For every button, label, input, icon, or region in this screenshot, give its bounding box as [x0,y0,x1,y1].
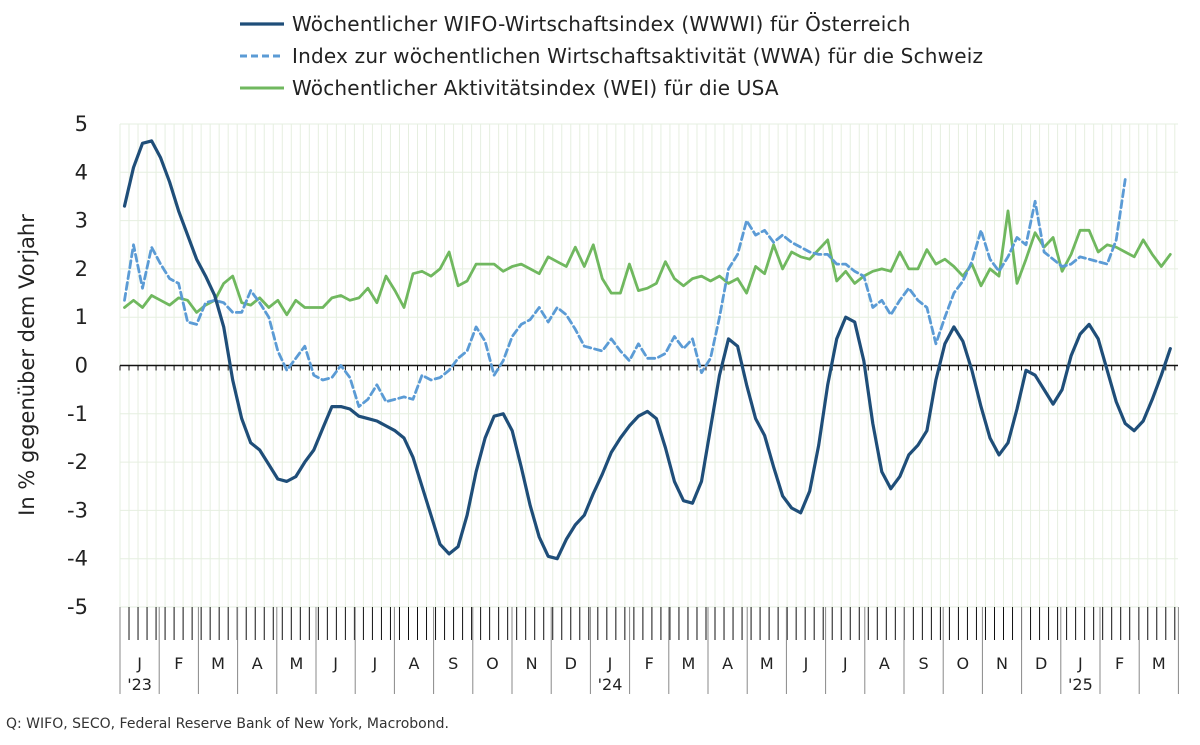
x-month-label: O [486,654,499,673]
x-month-label: A [722,654,733,673]
y-tick-label: 4 [75,160,88,184]
y-tick-label: -2 [67,450,88,474]
y-tick-label: 1 [75,305,88,329]
x-month-label: J [136,654,142,673]
x-month-label: J [607,654,613,673]
y-tick-label: -3 [67,498,88,522]
y-tick-label: -1 [67,402,88,426]
x-month-label: F [1115,654,1124,673]
y-tick-label: 3 [75,209,88,233]
x-month-label: J [332,654,338,673]
legend-item-austria: Wöchentlicher WIFO-Wirtschaftsindex (WWW… [240,10,911,38]
legend-item-switzerland: Index zur wöchentlichen Wirtschaftsaktiv… [240,42,983,70]
x-month-label: A [252,654,263,673]
series-line-switzerland [123,178,1127,409]
legend-swatch-austria [240,22,284,26]
x-month-label: M [1152,654,1166,673]
legend-swatch-switzerland [240,54,284,58]
series-line-austria [122,139,1172,561]
x-month-label: M [211,654,225,673]
x-month-label: J [803,654,809,673]
y-tick-label: 0 [75,354,88,378]
x-month-label: D [565,654,577,673]
x-month-label: J [371,654,377,673]
x-month-label: A [879,654,890,673]
x-month-label: F [174,654,183,673]
x-month-label: J [1077,654,1083,673]
x-month-label: M [681,654,695,673]
x-year-label: '23 [127,675,152,694]
x-month-label: N [996,654,1008,673]
source-note: Q: WIFO, SECO, Federal Reserve Bank of N… [6,716,449,732]
legend-label-austria: Wöchentlicher WIFO-Wirtschaftsindex (WWW… [292,12,911,36]
legend-swatch-usa [240,86,284,90]
x-month-label: A [409,654,420,673]
x-month-label: S [448,654,458,673]
x-month-label: J [842,654,848,673]
x-month-label: F [645,654,654,673]
series-line-usa [123,209,1172,317]
x-month-label: D [1035,654,1047,673]
x-year-label: '24 [598,675,623,694]
legend-label-switzerland: Index zur wöchentlichen Wirtschaftsaktiv… [292,44,984,68]
legend-label-usa: Wöchentlicher Aktivitätsindex (WEI) für … [292,76,779,100]
x-month-label: M [289,654,303,673]
axes: 5 4 3 2 1 0 -1 -2 -3 -4 -5 J F M A M J J A S O N D J F M A M J J A S O N D… [67,112,1179,694]
legend-item-usa: Wöchentlicher Aktivitätsindex (WEI) für … [240,74,779,102]
y-axis-label: In % gegenüber dem Vorjahr [15,214,39,516]
x-month-label: M [760,654,774,673]
series [122,139,1172,561]
y-tick-label: -5 [67,595,88,619]
y-tick-label: 2 [75,257,88,281]
x-month-label: S [919,654,929,673]
y-tick-label: -4 [67,547,88,571]
y-tick-label: 5 [75,112,88,136]
x-year-label: '25 [1068,675,1093,694]
x-month-label: N [526,654,538,673]
x-month-label: O [957,654,970,673]
